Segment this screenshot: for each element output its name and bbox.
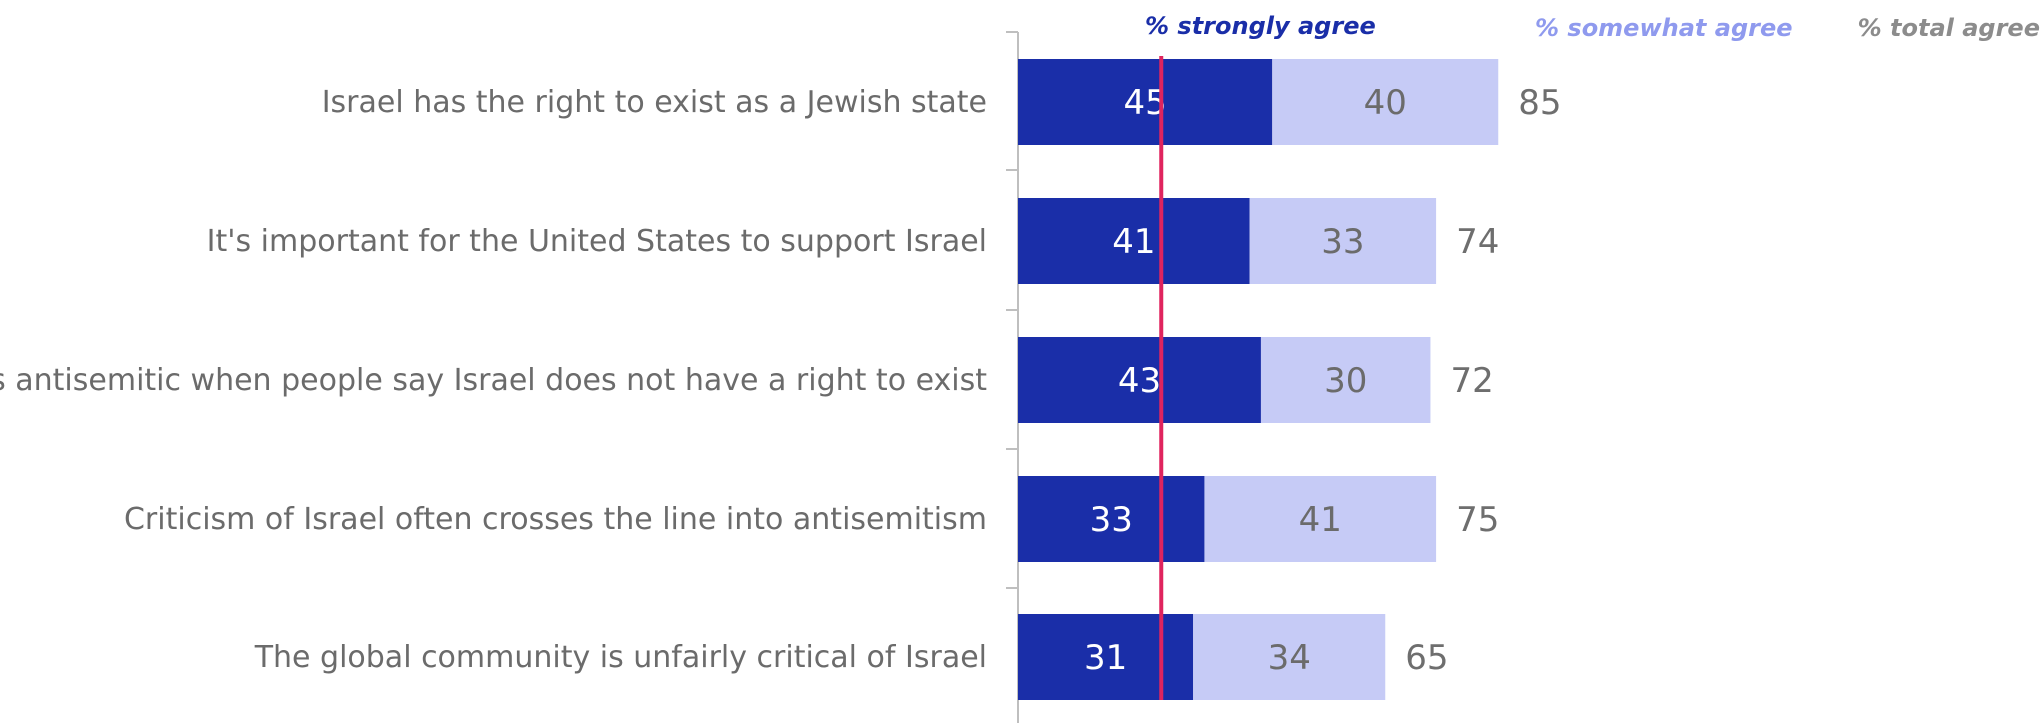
bar-strongly-agree: [1018, 337, 1261, 423]
category-label: It's important for the United States to …: [207, 224, 987, 259]
data-label-somewhat-agree: 34: [1268, 638, 1311, 678]
bar-strongly-agree: [1018, 198, 1250, 284]
bar-strongly-agree: [1018, 614, 1194, 700]
bar-somewhat-agree: [1272, 59, 1499, 145]
data-label-somewhat-agree: 33: [1321, 222, 1364, 262]
header-somewhat-agree: % somewhat agree: [1535, 14, 1793, 42]
category-label: The global community is unfairly critica…: [254, 640, 987, 675]
bar-somewhat-agree: [1260, 337, 1431, 423]
category-label: It's antisemitic when people say Israel …: [0, 363, 987, 398]
data-label-somewhat-agree: 30: [1324, 361, 1367, 401]
data-label-somewhat-agree: 40: [1364, 83, 1407, 123]
data-label-total-agree: 74: [1456, 222, 1499, 262]
bar-somewhat-agree: [1204, 476, 1437, 562]
data-label-total-agree: 65: [1405, 638, 1448, 678]
category-label: Criticism of Israel often crosses the li…: [124, 502, 987, 537]
bar-strongly-agree: [1018, 59, 1273, 145]
data-label-total-agree: 75: [1456, 500, 1499, 540]
header-total-agree: % total agree: [1858, 14, 2040, 42]
header-strongly-agree: % strongly agree: [1145, 12, 1376, 40]
bar-somewhat-agree: [1193, 614, 1386, 700]
data-label-strongly-agree: 41: [1112, 222, 1155, 262]
data-label-strongly-agree: 31: [1084, 638, 1127, 678]
category-label: Israel has the right to exist as a Jewis…: [322, 85, 987, 120]
bar-somewhat-agree: [1249, 198, 1437, 284]
data-label-total-agree: 85: [1518, 83, 1561, 123]
data-label-strongly-agree: 43: [1118, 361, 1161, 401]
data-label-somewhat-agree: 41: [1299, 500, 1342, 540]
data-label-total-agree: 72: [1450, 361, 1493, 401]
bar-strongly-agree: [1018, 476, 1205, 562]
data-label-strongly-agree: 33: [1090, 500, 1133, 540]
